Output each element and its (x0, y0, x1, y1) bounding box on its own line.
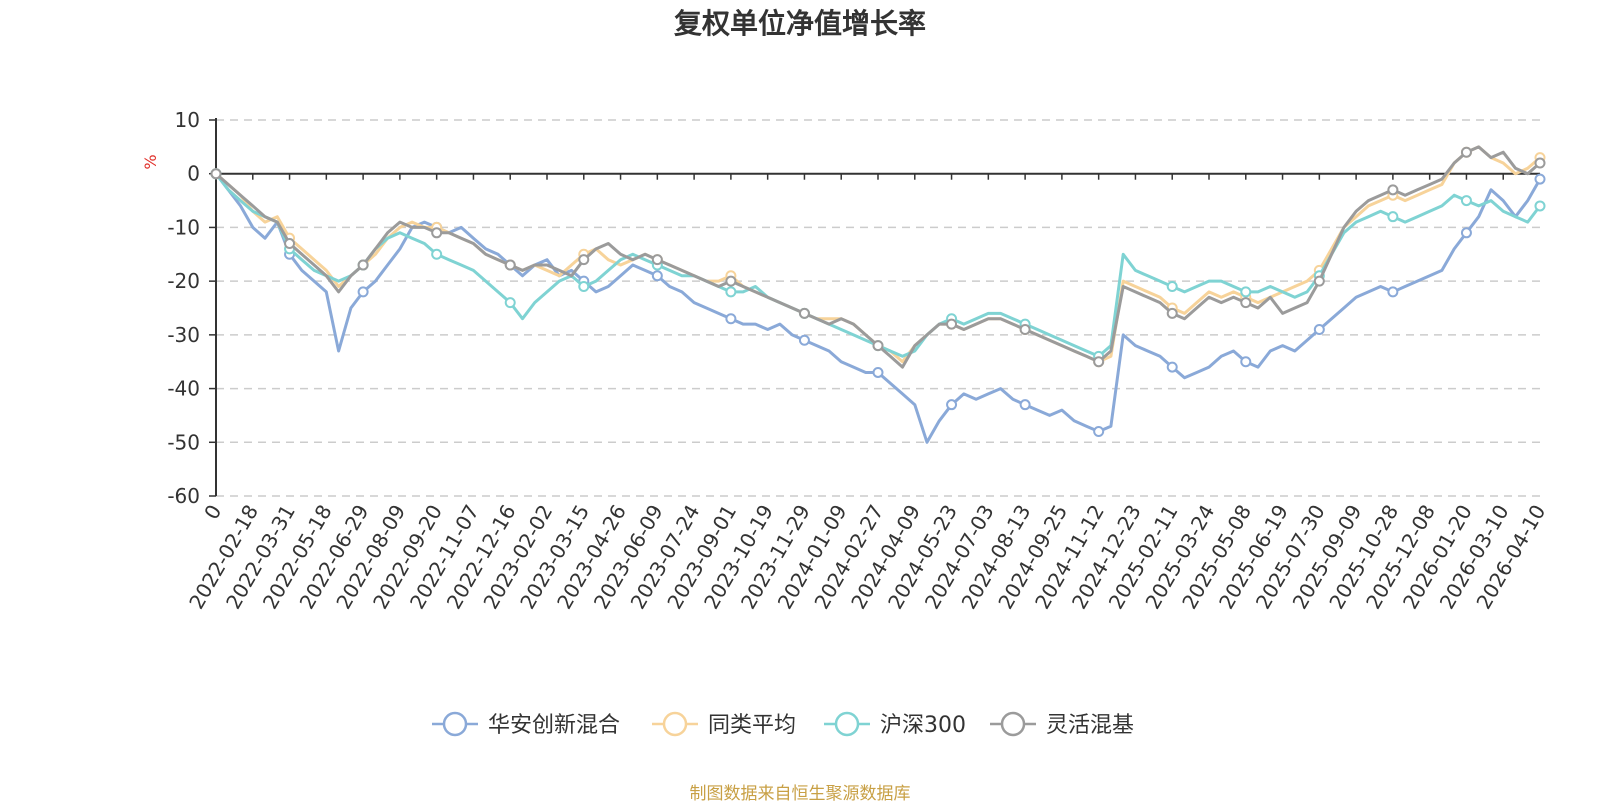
series-line-0 (214, 172, 1542, 444)
series-point (1534, 173, 1546, 185)
series-point (1019, 323, 1031, 335)
series-point (504, 297, 516, 309)
series-point (798, 334, 810, 346)
series-point (1534, 157, 1546, 169)
y-tick-label: -50 (167, 430, 200, 454)
series-point (1166, 307, 1178, 319)
series-point (1387, 286, 1399, 298)
series-point (651, 254, 663, 266)
series-point (431, 227, 443, 239)
series-point (946, 399, 958, 411)
y-tick-label: -60 (167, 484, 200, 508)
y-axis-unit: % (141, 154, 160, 169)
series-point (504, 259, 516, 271)
grid-lines (216, 119, 1540, 497)
series-point (1387, 211, 1399, 223)
series-point (1460, 146, 1472, 158)
series-point (431, 248, 443, 260)
series-point (1093, 426, 1105, 438)
series-point (1166, 281, 1178, 293)
series-point (578, 254, 590, 266)
series-point (1093, 356, 1105, 368)
legend-label: 华安创新混合 (488, 713, 620, 738)
series-point (725, 286, 737, 298)
y-tick-label: -20 (167, 269, 200, 293)
series-point (725, 313, 737, 325)
legend-item-3[interactable]: 灵活混基 (990, 711, 1134, 738)
legend-label: 同类平均 (708, 713, 796, 738)
series-point (1019, 399, 1031, 411)
series-point (725, 275, 737, 287)
series-point (946, 318, 958, 330)
source-note: 制图数据来自恒生聚源数据库 (689, 784, 911, 804)
series-point (651, 270, 663, 282)
series-point (1313, 275, 1325, 287)
series-point (578, 281, 590, 293)
series-point (872, 340, 884, 352)
series-point (1240, 356, 1252, 368)
y-tick-label: -10 (167, 215, 200, 239)
series-point (798, 307, 810, 319)
series-point (1313, 323, 1325, 335)
legend-swatch-circle (1000, 711, 1026, 737)
series-point (1166, 361, 1178, 373)
y-tick-label: -30 (167, 323, 200, 347)
legend-swatch-circle (662, 711, 688, 737)
x-tick-label: 0 (199, 501, 226, 524)
series-line-2 (214, 172, 1542, 358)
chart-title: 复权单位净值增长率 (673, 7, 926, 40)
y-tick-label: 10 (175, 108, 200, 132)
legend-item-0[interactable]: 华安创新混合 (432, 711, 620, 738)
series-point (1460, 227, 1472, 239)
legend-item-2[interactable]: 沪深300 (824, 711, 966, 738)
series-line-3 (215, 145, 1541, 369)
series-lines (210, 145, 1546, 444)
series-point (357, 286, 369, 298)
series-point (284, 238, 296, 250)
legend-label: 灵活混基 (1046, 713, 1134, 738)
series-point (1387, 184, 1399, 196)
series-point (872, 366, 884, 378)
series-point (1460, 195, 1472, 207)
series-point (1240, 286, 1252, 298)
legend-swatch-circle (834, 711, 860, 737)
legend-item-1[interactable]: 同类平均 (652, 711, 796, 738)
x-axis-ticks: 02022-02-182022-03-312022-05-182022-06-2… (184, 173, 1550, 613)
legend-swatch-circle (442, 711, 468, 737)
series-point (357, 259, 369, 271)
series-point (210, 168, 222, 180)
legend-label: 沪深300 (880, 713, 966, 738)
y-axis-ticks: 10 0 -10 -20 -30 -40 -50 -60 (167, 108, 216, 508)
series-point (1240, 297, 1252, 309)
y-tick-label: 0 (187, 162, 200, 186)
y-tick-label: -40 (167, 377, 200, 401)
legend[interactable]: 华安创新混合 同类平均 沪深300 灵活混基 (432, 711, 1134, 738)
series-point (1534, 200, 1546, 212)
